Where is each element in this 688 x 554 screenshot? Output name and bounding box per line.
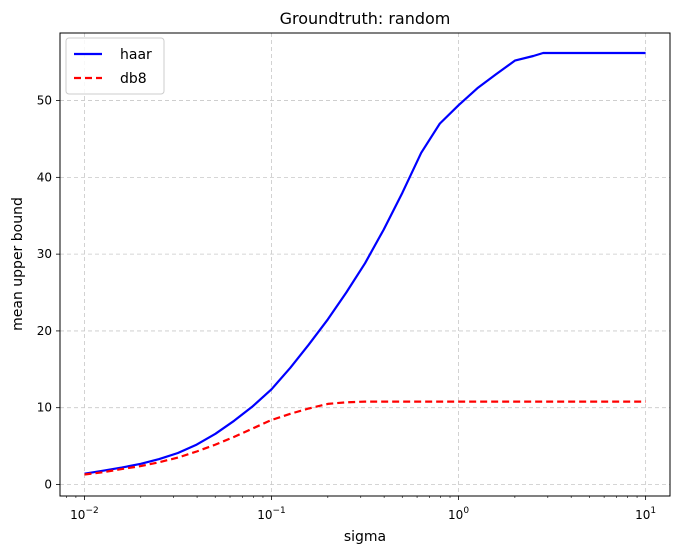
y-tick-label: 40 [37,170,52,184]
x-tick-label: 10−1 [257,506,286,522]
y-tick-label: 20 [37,324,52,338]
x-axis-label: sigma [344,529,386,545]
x-tick-label: 10−2 [70,506,99,522]
legend-label-db8: db8 [120,71,147,87]
legend-box [65,37,165,95]
series-line-haar [84,51,646,475]
y-axis-label: mean upper bound [10,197,26,331]
legend: haar db8 [65,37,165,95]
y-tick-label: 0 [44,477,52,491]
plot-frame [59,32,671,497]
x-tick-label: 100 [448,506,469,522]
chart-title: Groundtruth: random [280,9,451,28]
y-tick-label: 30 [37,247,52,261]
y-tick-label: 50 [37,94,52,108]
x-tick-label: 101 [635,506,656,522]
grid [60,33,670,496]
series-line-db8 [84,400,646,476]
y-tick-label: 10 [37,401,52,415]
series-group [84,51,646,476]
legend-label-haar: haar [120,47,152,63]
